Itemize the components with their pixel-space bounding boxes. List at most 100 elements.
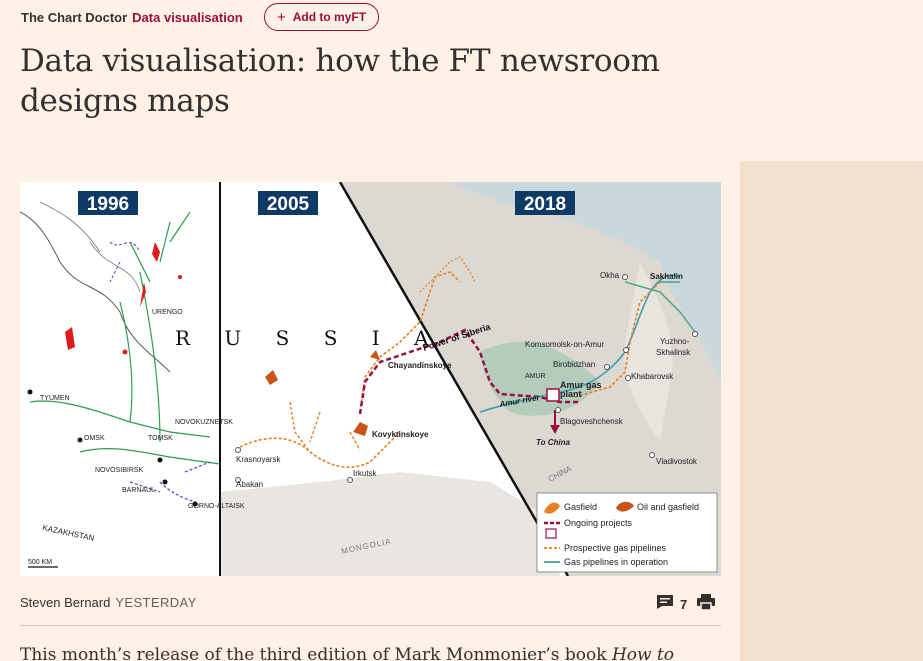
label-vladivostok: Vladivostok: [656, 457, 698, 466]
series-link[interactable]: The Chart Doctor: [21, 9, 128, 25]
label-yuzhno-1: Yuzhno-: [660, 337, 690, 346]
legend-operation: Gas pipelines in operation: [564, 557, 668, 567]
legend-oil-gasfield: Oil and gasfield: [637, 502, 699, 512]
label-scale: 500 KM: [28, 559, 52, 566]
field-kovykta: [353, 422, 368, 436]
city-dot-omsk: [77, 437, 83, 443]
add-to-myft-button[interactable]: + Add to myFT: [264, 3, 379, 31]
city-dot-khabarovsk: [625, 375, 631, 381]
label-novokuznetsk: NOVOKUZNETSK: [175, 419, 233, 426]
print-icon[interactable]: [697, 594, 716, 615]
label-amur-plant-1: Amur gas: [560, 380, 602, 390]
label-amur: AMUR: [525, 373, 546, 380]
city-dot-novosibirsk: [157, 457, 163, 463]
rivers-sketch: [39, 201, 141, 293]
comments-icon[interactable]: [656, 594, 674, 615]
city-dot-blagoveshchensk: [555, 407, 561, 413]
city-dot-gorno: [192, 501, 198, 507]
city-dot-abakan: [235, 477, 241, 483]
label-tyumen: TYUMEN: [40, 395, 70, 402]
legend-gasfield-swatch: [544, 502, 560, 514]
label-birobidzhan: Birobidzhan: [553, 360, 595, 369]
city-dot-irkutsk: [347, 477, 353, 483]
map-legend: Gasfield Oil and gasfield Ongoing projec…: [536, 492, 718, 573]
label-sakhalin: Sakhalin: [650, 272, 683, 281]
legend-gasfield: Gasfield: [564, 502, 597, 512]
comment-count[interactable]: 7: [680, 597, 688, 612]
year-badge-2018: [515, 191, 575, 215]
article-tools: 7: [656, 594, 716, 615]
topic-link[interactable]: Data visualisation: [132, 9, 243, 25]
add-to-myft-label: Add to myFT: [292, 10, 367, 24]
plus-icon: +: [276, 8, 286, 26]
author-link[interactable]: Steven Bernard: [20, 595, 111, 610]
label-khabarovsk: Khabarovsk: [631, 372, 674, 381]
label-yuzhno-2: Skhalinsk: [656, 348, 691, 357]
label-chayandinskoye: Chayandinskoye: [388, 361, 452, 370]
pipeline-purple-1: [109, 241, 141, 283]
pipeline-purple-2: [129, 461, 211, 503]
label-novosibirsk: NOVOSIBIRSK: [95, 467, 144, 474]
city-dot-vladivostok: [649, 452, 655, 458]
panel-2005-bg: [220, 182, 568, 576]
label-abakan: Abakan: [236, 480, 263, 489]
hero-figure: 1996 2005 2018: [20, 182, 721, 576]
label-gorno-altaisk: GORNO-ALTAISK: [188, 503, 245, 510]
field-red-4: [122, 349, 128, 355]
topline: The Chart Doctor Data visualisation: [21, 2, 243, 32]
field-red-3: [152, 242, 160, 262]
byline: Steven Bernard YESTERDAY: [20, 595, 197, 610]
label-omsk: OMSK: [84, 435, 105, 442]
city-dot-okha: [622, 274, 628, 280]
label-amur-plant-2: plant: [560, 389, 582, 399]
main-column: 1996 2005 2018: [0, 161, 740, 661]
legend-ongoing: Ongoing projects: [564, 518, 633, 528]
year-badge-1996: [78, 191, 138, 215]
year-badge-2005: [258, 191, 318, 215]
article-first-paragraph: This month’s release of the third editio…: [20, 645, 720, 661]
prospective-pipeline-2018: [574, 281, 661, 398]
pipeline-green-4: [129, 211, 191, 283]
city-dot-komsomolsk: [623, 347, 629, 353]
label-russia: R U S S I A: [175, 326, 442, 350]
legend-oil-gasfield-swatch: [616, 501, 634, 512]
city-dot-tyumen: [27, 389, 33, 395]
field-red-5: [178, 275, 182, 279]
operation-pipeline-sakhalin: [624, 281, 696, 333]
city-dot-krasnoyarsk: [235, 447, 241, 453]
city-dot-yuzhno: [692, 331, 698, 337]
land-east: [624, 262, 673, 442]
ongoing-pipeline-power-of-siberia: [358, 328, 580, 415]
prospective-pipeline-2005-a: [239, 431, 401, 468]
byline-divider: [20, 625, 721, 626]
field-red-1: [140, 272, 146, 307]
field-orange-2: [370, 350, 380, 360]
siberia-map-illustration: 1996 2005 2018: [20, 182, 721, 576]
field-orange-1: [265, 370, 278, 385]
year-2018-text: 2018: [524, 194, 566, 215]
label-komsomolsk: Komsomolsk-on-Amur: [525, 340, 604, 349]
pipeline-green-2: [79, 447, 221, 465]
article-header: The Chart Doctor Data visualisation + Ad…: [0, 0, 923, 161]
city-dot-birobidzhan: [604, 364, 610, 370]
label-kovyktinskoye: Kovyktinskoye: [372, 430, 429, 439]
prospective-pipeline-2005-b: [289, 401, 361, 453]
publish-time: YESTERDAY: [115, 595, 197, 610]
label-okha: Okha: [600, 271, 620, 280]
body-area: 1996 2005 2018: [0, 161, 923, 661]
divider-2: [338, 182, 570, 576]
label-irkutsk: Irkutsk: [353, 469, 378, 478]
label-blagoveshchensk: Blagoveshchensk: [560, 417, 624, 426]
year-1996-text: 1996: [87, 194, 129, 215]
book-title-link[interactable]: How to: [611, 645, 675, 661]
amur-region: [480, 342, 600, 416]
label-barnaul: BARNAUL: [122, 487, 155, 494]
label-urengoy: URENGO: [152, 309, 183, 316]
sea-area: [450, 182, 721, 382]
legend-plant-swatch: [545, 528, 557, 539]
label-krasnoyarsk: Krasnoyarsk: [236, 455, 281, 464]
city-dot-barnaul: [162, 479, 168, 485]
prospective-pipeline-2005-c: [359, 271, 461, 413]
amur-plant-icon: [546, 388, 560, 402]
legend-prospective: Prospective gas pipelines: [564, 543, 667, 553]
